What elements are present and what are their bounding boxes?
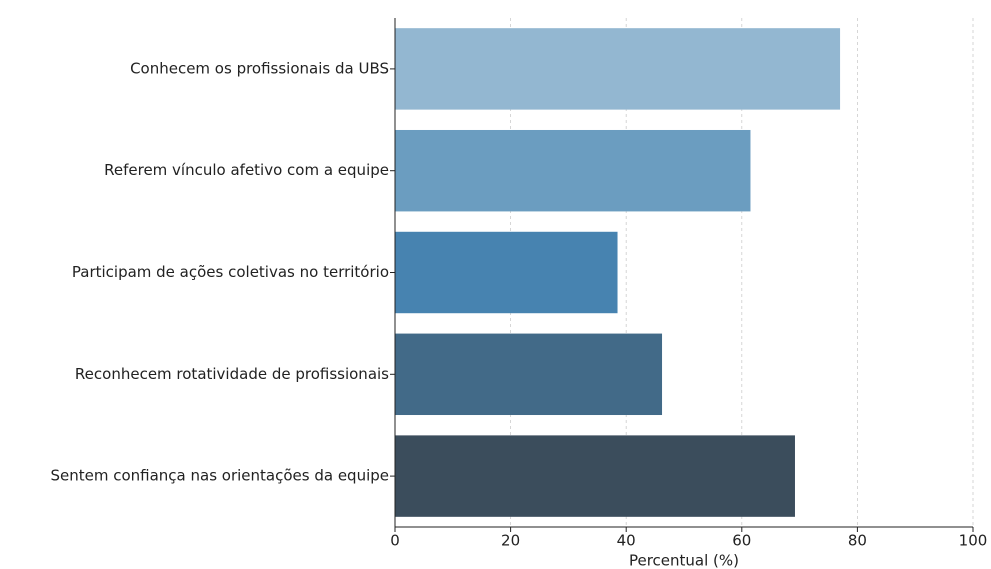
y-tick-label: Reconhecem rotatividade de profissionais xyxy=(75,365,389,383)
y-tick-label: Referem vínculo afetivo com a equipe xyxy=(104,161,389,179)
bar xyxy=(395,231,618,314)
x-tick-label: 80 xyxy=(848,532,867,550)
x-axis-label: Percentual (%) xyxy=(629,552,739,569)
y-tick-label: Sentem confiança nas orientações da equi… xyxy=(50,467,389,485)
y-tick-label: Participam de ações coletivas no territó… xyxy=(72,263,389,281)
y-tick-label: Conhecem os profissionais da UBS xyxy=(130,59,389,77)
x-tick-label: 0 xyxy=(390,532,400,550)
bar xyxy=(395,333,663,416)
bar xyxy=(395,435,795,517)
x-tick-label: 100 xyxy=(959,532,988,550)
x-tick-label: 60 xyxy=(732,532,751,550)
bar xyxy=(395,129,751,212)
x-tick-label: 20 xyxy=(501,532,520,550)
bar xyxy=(395,28,841,110)
x-tick-label: 40 xyxy=(617,532,636,550)
